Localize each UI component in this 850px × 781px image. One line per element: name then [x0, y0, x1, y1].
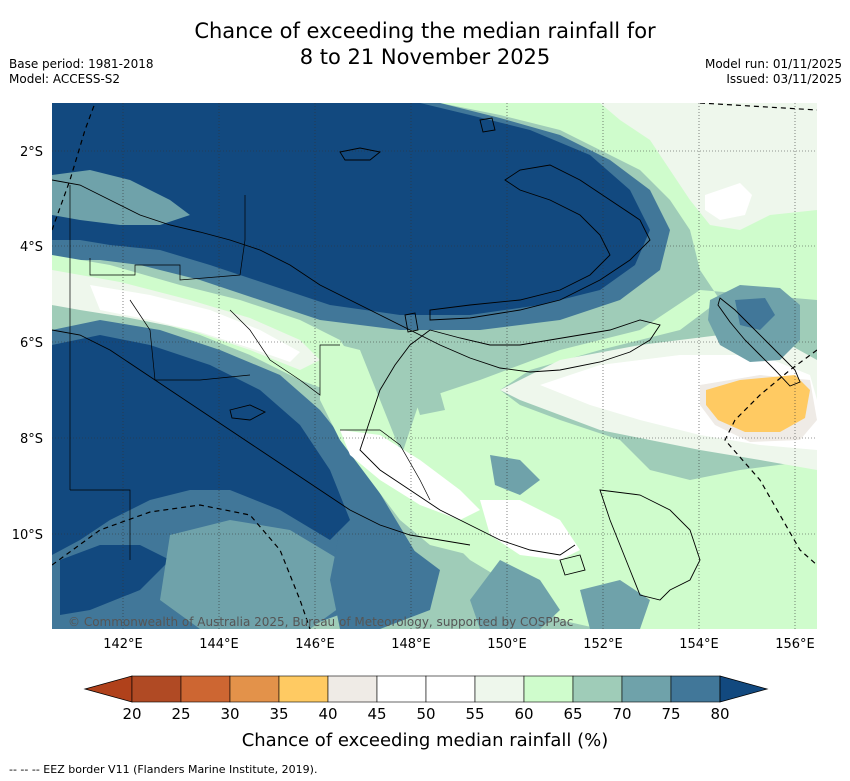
colorbar-cell: [621, 675, 672, 703]
colorbar-arrow-high: [719, 675, 769, 703]
new-britain-coast: [429, 164, 651, 321]
province-borders: [69, 185, 431, 560]
title-line-1: Chance of exceeding the median rainfall …: [194, 19, 656, 43]
lat-label-2s: 2°S: [20, 145, 43, 160]
title-line-2: 8 to 21 November 2025: [299, 45, 551, 69]
east-peninsula-coast: [359, 329, 576, 556]
contour-45-55-central: [340, 430, 480, 520]
meta-right: Model run: 01/11/2025 Issued: 03/11/2025: [705, 57, 842, 87]
island-lake: [229, 404, 267, 421]
colorbar-cell: [278, 675, 329, 703]
colorbar-tick-label: 20: [122, 705, 141, 723]
contour-50-northeast: [705, 183, 752, 220]
colorbar-tick-label: 55: [465, 705, 484, 723]
new-ireland-coast: [717, 297, 801, 387]
colorbar-cell: [180, 675, 231, 703]
island-east-2: [559, 554, 586, 576]
border-central: [229, 309, 340, 396]
lat-label-10s: 10°S: [12, 528, 43, 543]
island-north: [479, 117, 496, 133]
colorbar-tick-label: 40: [318, 705, 337, 723]
colorbar-tick-label: 45: [367, 705, 386, 723]
copyright-text: © Commonwealth of Australia 2025, Bureau…: [68, 615, 573, 629]
north-coast: [52, 179, 661, 373]
contour-80-southwest-coast: [60, 545, 170, 615]
colorbar-tick-label: 35: [269, 705, 288, 723]
contour-70-75-southeast: [470, 560, 560, 629]
island-small-1: [404, 312, 419, 333]
colorbar-tick-label: 60: [514, 705, 533, 723]
model-run: Model run: 01/11/2025: [704, 57, 842, 71]
rainfall-contours: © Commonwealth of Australia 2025, Bureau…: [52, 103, 817, 629]
contour-45-55-highlands: [90, 285, 300, 362]
colorbar: 20 25 30 35 40 45 50 55 60 65 70 75 80: [83, 675, 769, 723]
colorbar-cell: [572, 675, 623, 703]
longitude-labels: 142°E 144°E 146°E 148°E 150°E 152°E 154°…: [103, 637, 815, 652]
colorbar-cell: [229, 675, 280, 703]
contour-60-65-east: [400, 103, 817, 629]
base-period: Base period: 1981-2018: [9, 57, 154, 71]
contour-70-75-southeast-2: [580, 580, 650, 629]
border-highlands: [129, 299, 251, 381]
contour-75-80-south: [330, 530, 440, 629]
meta-left: Base period: 1981-2018 Model: ACCESS-S2: [9, 57, 154, 87]
contour-55-60-northeast: [600, 103, 817, 230]
contour-35-40-east: [706, 375, 810, 432]
lon-label-144e: 144°E: [199, 637, 239, 652]
lat-label-6s: 6°S: [20, 336, 43, 351]
contour-75-80-east: [735, 298, 775, 330]
lon-label-152e: 152°E: [583, 637, 623, 652]
border-oro: [340, 429, 431, 501]
border-sepik: [89, 195, 246, 281]
border-south: [70, 489, 131, 560]
lon-label-154e: 154°E: [679, 637, 719, 652]
south-coast: [52, 329, 471, 546]
colorbar-arrow-low: [83, 675, 133, 703]
contour-45-55-southeast: [480, 500, 580, 560]
lat-label-8s: 8°S: [20, 432, 43, 447]
colorbar-tick-label: 50: [416, 705, 435, 723]
lon-label-148e: 148°E: [391, 637, 431, 652]
colorbar-tick-label: 75: [661, 705, 680, 723]
latitude-labels: 2°S 4°S 6°S 8°S 10°S: [12, 145, 43, 543]
colorbar-cell: [523, 675, 574, 703]
colorbar-cell: [425, 675, 476, 703]
eez-northwest: [52, 103, 96, 231]
lon-label-142e: 142°E: [103, 637, 143, 652]
lon-label-150e: 150°E: [487, 637, 527, 652]
colorbar-label: Chance of exceeding median rainfall (%): [241, 730, 609, 751]
coastlines: [52, 117, 801, 601]
manus-island: [339, 147, 382, 161]
colorbar-tick-label: 70: [612, 705, 631, 723]
island-east-1: [599, 489, 701, 601]
contour-70-75-central-east: [490, 455, 540, 495]
colorbar-cell: [131, 675, 182, 703]
lon-label-156e: 156°E: [775, 637, 815, 652]
contour-65-70-central-spot: [412, 390, 445, 415]
eez-footnote: -- -- -- EEZ border V11 (Flanders Marine…: [9, 763, 318, 776]
eez-east: [724, 349, 817, 566]
map-title: Chance of exceeding the median rainfall …: [0, 18, 850, 70]
colorbar-tick-label: 65: [563, 705, 582, 723]
graticule: [52, 103, 817, 629]
colorbar-cell: [376, 675, 427, 703]
contour-80-southwest: [52, 335, 350, 555]
eez-northeast: [699, 103, 817, 111]
contour-70-75-northwest: [52, 170, 190, 225]
colorbar-cell: [670, 675, 721, 703]
contour-60-65-central: [320, 340, 500, 555]
model-name: Model: ACCESS-S2: [9, 72, 121, 86]
issued-date: Issued: 03/11/2025: [726, 72, 842, 86]
lon-label-146e: 146°E: [295, 637, 335, 652]
lat-label-4s: 4°S: [20, 240, 43, 255]
colorbar-cell: [327, 675, 378, 703]
contour-80-north: [52, 103, 650, 315]
colorbar-tick-label: 30: [220, 705, 239, 723]
colorbar-tick-label: 80: [710, 705, 729, 723]
colorbar-tick-label: 25: [171, 705, 190, 723]
contour-70-75-south: [160, 520, 350, 629]
eez-borders: [52, 103, 817, 629]
colorbar-cell: [474, 675, 525, 703]
